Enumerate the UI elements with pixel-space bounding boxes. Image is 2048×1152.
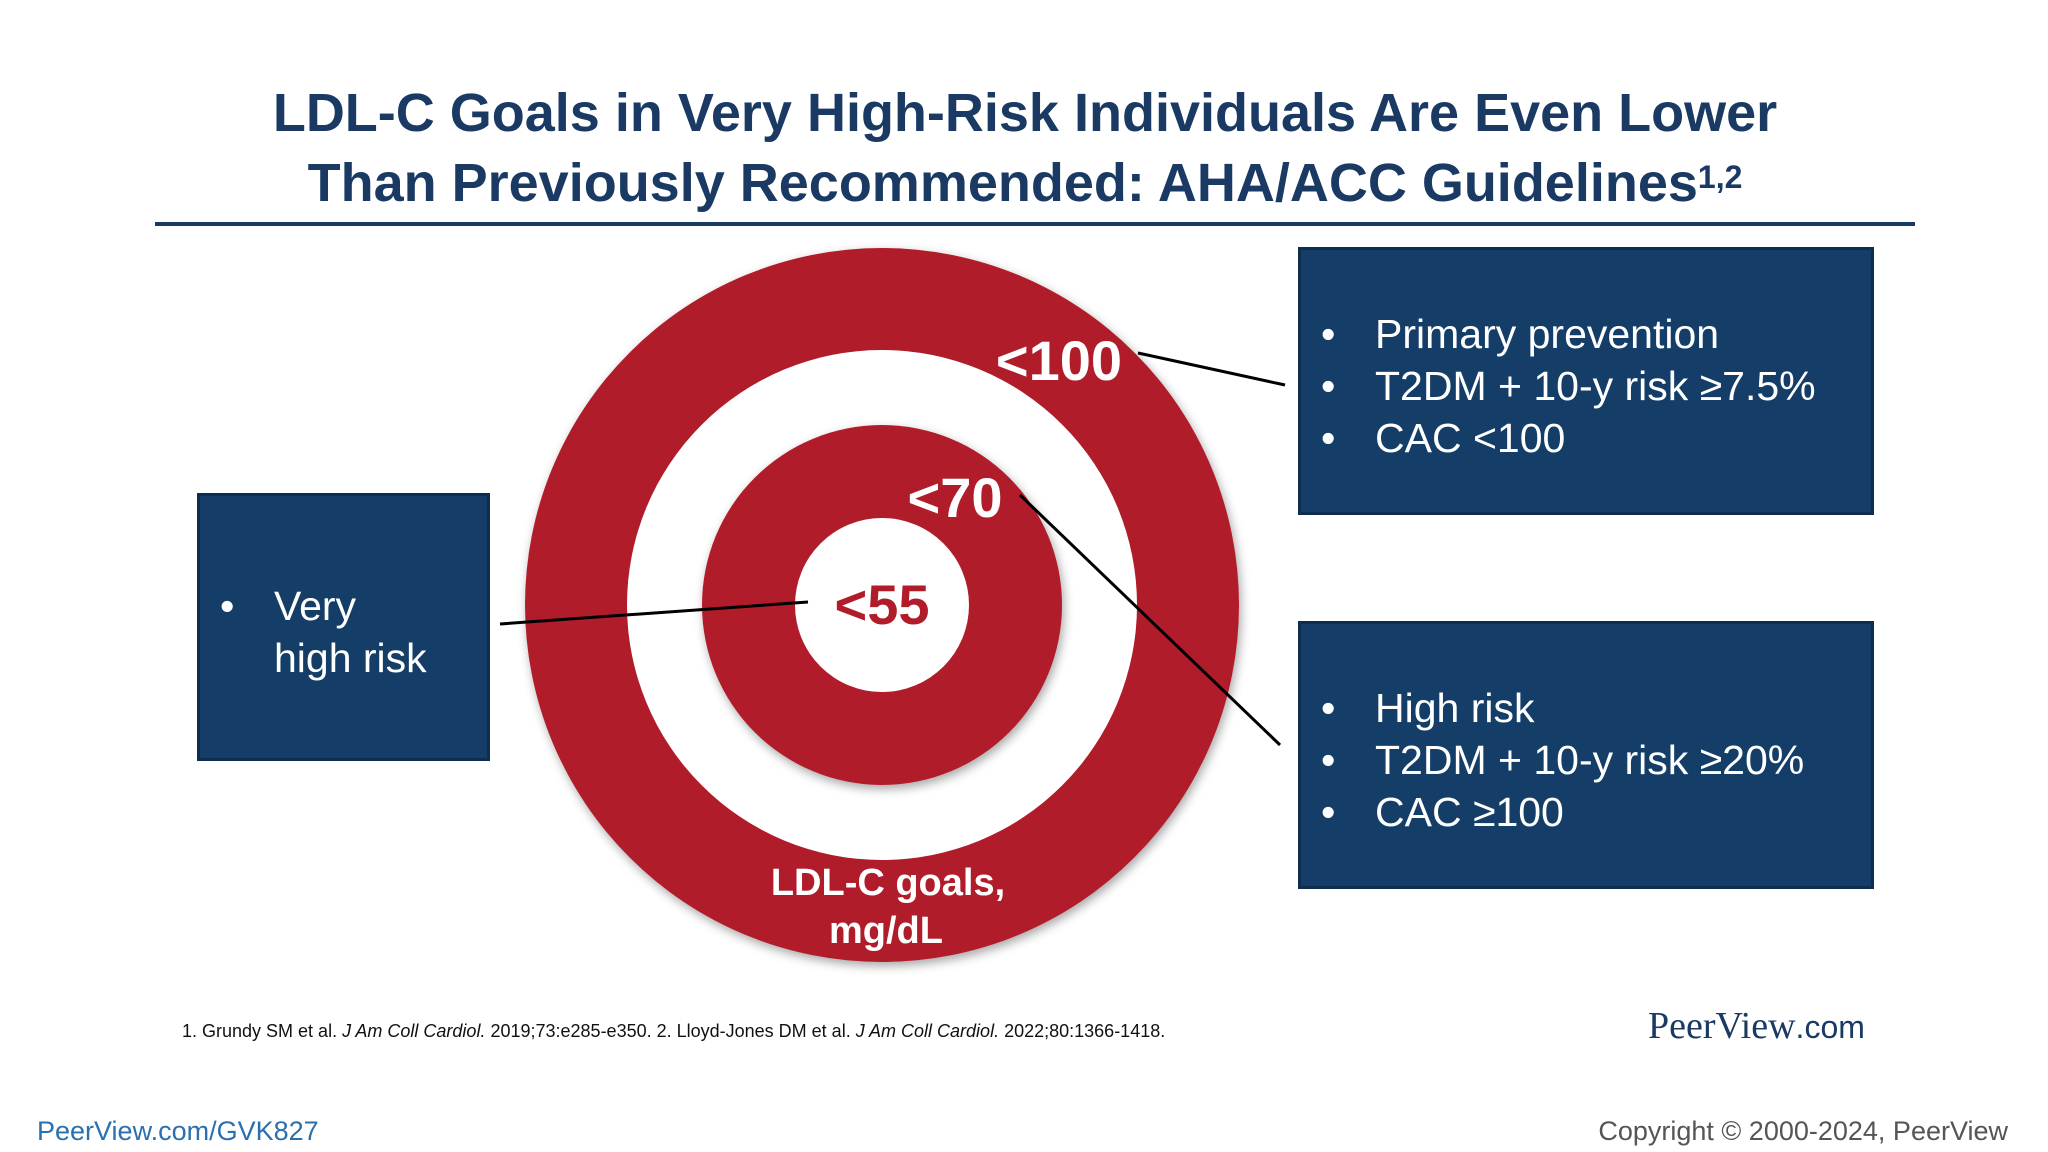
primary-prevention-box: Primary prevention T2DM + 10-y risk ≥7.5… (1298, 247, 1874, 515)
ref1-authors: 1. Grundy SM et al. (182, 1021, 343, 1041)
caption-line-1: LDL-C goals, (771, 862, 1005, 904)
list-item: T2DM + 10-y risk ≥20% (1301, 734, 1871, 786)
ref2-journal: J Am Coll Cardiol. (855, 1021, 1000, 1041)
caption-line-2: mg/dL (829, 910, 943, 952)
connector-primary (1137, 351, 1286, 387)
title-line-1: LDL-C Goals in Very High-Risk Individual… (272, 83, 1778, 143)
very-high-risk-box: Very high risk (197, 493, 490, 761)
very-high-line-2: high risk (274, 635, 427, 681)
peerview-logo: PeerView.com (1648, 1004, 1865, 1048)
title-divider (155, 222, 1915, 226)
ref1-journal: J Am Coll Cardiol. (342, 1021, 486, 1041)
title-line-2-text: Than Previously Recommended: AHA/ACC Gui… (307, 153, 1698, 213)
list-item: High risk (1301, 682, 1871, 734)
list-item: Very high risk (200, 580, 487, 684)
label-outer: <100 (996, 329, 1122, 392)
very-high-line-1: Very (274, 583, 357, 629)
list-item: Primary prevention (1301, 308, 1871, 360)
list-item: T2DM + 10-y risk ≥7.5% (1301, 360, 1871, 412)
label-middle: <70 (908, 466, 1003, 529)
footer-copyright: Copyright © 2000-2024, PeerView (1598, 1116, 2008, 1146)
brand-name: PeerView (1648, 1005, 1796, 1047)
high-risk-list: High risk T2DM + 10-y risk ≥20% CAC ≥100 (1301, 682, 1871, 838)
list-item: CAC <100 (1301, 412, 1871, 464)
title-superscript: 1,2 (1697, 159, 1743, 195)
very-high-risk-list: Very high risk (200, 580, 487, 684)
connector-high (1018, 493, 1282, 747)
primary-prevention-list: Primary prevention T2DM + 10-y risk ≥7.5… (1301, 308, 1871, 464)
high-risk-box: High risk T2DM + 10-y risk ≥20% CAC ≥100 (1298, 621, 1874, 889)
title-line-2: Than Previously Recommended: AHA/ACC Gui… (155, 148, 1895, 218)
connector-very-high (499, 600, 809, 626)
references: 1. Grundy SM et al. J Am Coll Cardiol. 2… (182, 1021, 1165, 1042)
ref2-details: 2022;80:1366-1418. (999, 1021, 1166, 1041)
slide-title: LDL-C Goals in Very High-Risk Individual… (155, 78, 1895, 218)
footer-link[interactable]: PeerView.com/GVK827 (37, 1116, 319, 1146)
center-circle (795, 518, 969, 692)
list-item: CAC ≥100 (1301, 786, 1871, 838)
label-center: <55 (835, 573, 930, 636)
brand-suffix: .com (1795, 1009, 1865, 1045)
ref1-details: 2019;73:e285-e350. 2. Lloyd-Jones DM et … (485, 1021, 856, 1041)
